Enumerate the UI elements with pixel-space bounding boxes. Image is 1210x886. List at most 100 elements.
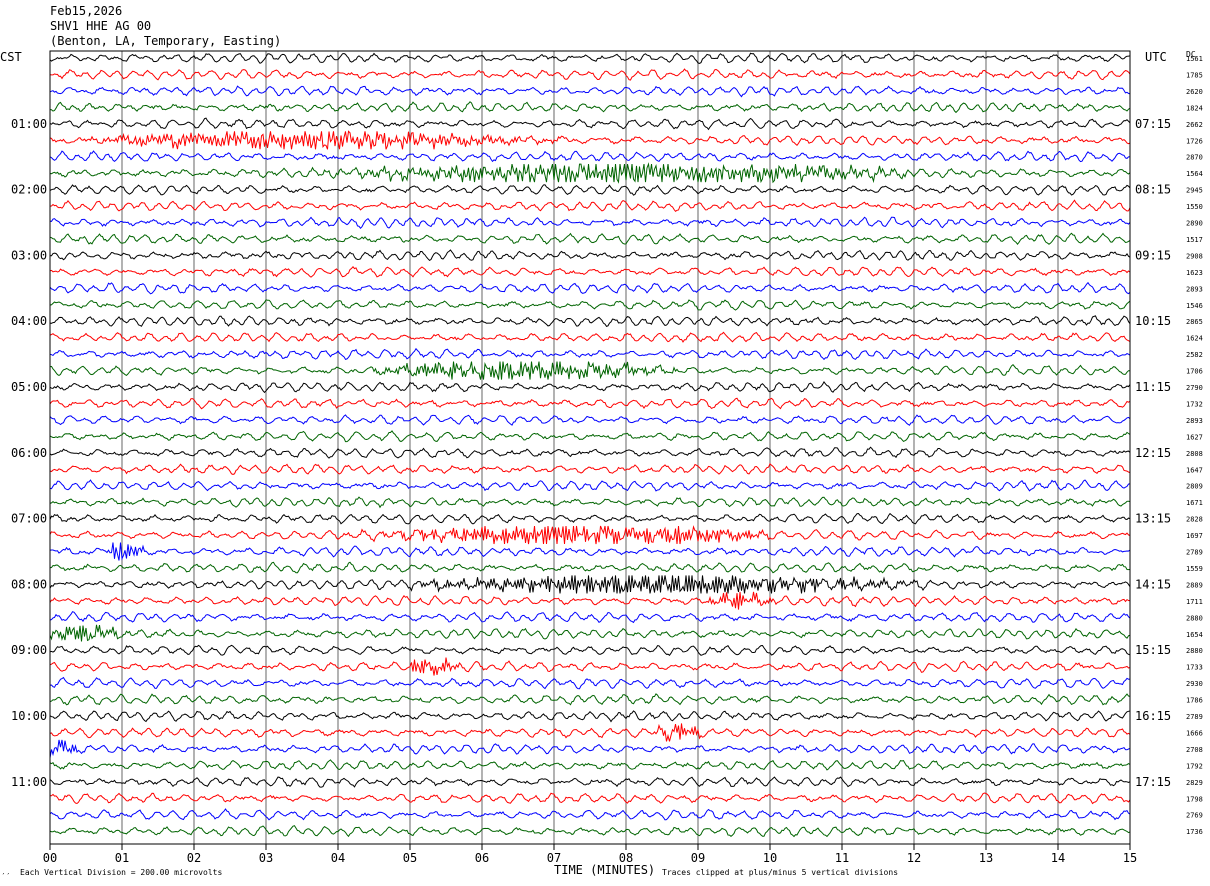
x-tick-label: 05	[403, 851, 417, 865]
dc-offset-label: 1786	[1186, 697, 1203, 705]
right-hour-label: 09:15	[1135, 248, 1171, 262]
x-tick-label: 07	[547, 851, 561, 865]
x-axis-title: TIME (MINUTES)	[554, 863, 655, 877]
dc-offset-label: 1798	[1186, 795, 1203, 803]
dc-offset-label: 1706	[1186, 368, 1203, 376]
left-timezone-label: CST	[0, 50, 22, 64]
trace-row	[49, 739, 1131, 758]
dc-offset-label: 2828	[1186, 516, 1203, 524]
trace-row	[49, 299, 1131, 311]
x-tick-label: 02	[187, 851, 201, 865]
trace-row	[49, 150, 1131, 163]
dc-offset-label: 2890	[1186, 220, 1203, 228]
dc-offset-label: 2880	[1186, 647, 1203, 655]
trace-row	[49, 591, 1131, 610]
dc-offset-label: 2829	[1186, 779, 1203, 787]
right-hour-label: 16:15	[1135, 709, 1171, 723]
dc-offset-label: 2662	[1186, 121, 1203, 129]
x-tick-label: 15	[1123, 851, 1137, 865]
dc-offset-label: 2789	[1186, 549, 1203, 557]
dc-offset-label: 2865	[1186, 318, 1203, 326]
trace-row	[49, 315, 1131, 328]
dc-offset-label: 2893	[1186, 417, 1203, 425]
trace-row	[49, 759, 1131, 771]
trace-row	[49, 512, 1131, 525]
x-tick-label: 04	[331, 851, 345, 865]
date-label: Feb15,2026	[50, 4, 123, 18]
dc-offset-label: 2930	[1186, 680, 1203, 688]
dc-offset-label: 1792	[1186, 762, 1203, 770]
trace-row	[49, 430, 1131, 443]
left-hour-label: 07:00	[11, 512, 47, 526]
right-hour-labels: 07:15 08:15 09:15 10:15 11:15 12:15 13:15 14:15…	[1135, 117, 1171, 789]
trace-row	[49, 347, 1131, 361]
trace-row	[49, 575, 1131, 594]
right-hour-label: 13:15	[1135, 512, 1171, 526]
dc-offset-label: 2880	[1186, 614, 1203, 622]
trace-row	[49, 52, 1131, 64]
trace-row	[49, 101, 1131, 114]
trace-row	[49, 462, 1131, 475]
dc-offset-label: 1824	[1186, 104, 1203, 112]
trace-row	[49, 723, 1131, 742]
trace-row	[49, 644, 1131, 657]
dc-offset-label: 2582	[1186, 351, 1203, 359]
trace-row	[49, 117, 1131, 131]
x-tick-label: 06	[475, 851, 489, 865]
dc-offset-label: 1517	[1186, 236, 1203, 244]
left-hour-label: 05:00	[11, 380, 47, 394]
dc-offset-label: 2908	[1186, 252, 1203, 260]
trace-row	[49, 624, 1131, 642]
trace-row	[49, 446, 1131, 459]
trace-row	[49, 693, 1131, 706]
right-hour-label: 17:15	[1135, 775, 1171, 789]
dc-offset-label: 2809	[1186, 483, 1203, 491]
right-hour-label: 15:15	[1135, 643, 1171, 657]
dc-offset-label: 2790	[1186, 384, 1203, 392]
footer-left-note: Each Vertical Division = 200.00 microvol…	[20, 868, 222, 877]
dc-offset-label: 1697	[1186, 532, 1203, 540]
dc-offset-label: 2870	[1186, 154, 1203, 162]
trace-row	[49, 561, 1131, 574]
trace-row	[50, 249, 1131, 262]
trace-row	[49, 184, 1131, 196]
dc-offset-label: 1624	[1186, 335, 1203, 343]
dc-offset-label: 2889	[1186, 581, 1203, 589]
dc-offset-label: 1627	[1186, 433, 1203, 441]
x-tick-label: 10	[763, 851, 777, 865]
trace-row	[49, 380, 1131, 394]
x-tick-label: 13	[979, 851, 993, 865]
trace-row	[49, 232, 1131, 246]
trace-row	[49, 281, 1131, 295]
trace-row	[49, 162, 1131, 184]
trace-row	[49, 397, 1131, 410]
trace-row	[49, 542, 1131, 561]
left-hour-label: 11:00	[11, 775, 47, 789]
x-tick-label: 12	[907, 851, 921, 865]
dc-offset-label: 2945	[1186, 187, 1203, 195]
dc-offset-label: 2620	[1186, 88, 1203, 96]
dc-offset-label: 1733	[1186, 664, 1203, 672]
dc-offset-label: 1564	[1186, 170, 1203, 178]
trace-row	[49, 266, 1131, 278]
dc-offset-label: 1666	[1186, 729, 1203, 737]
trace-row	[49, 216, 1131, 229]
dc-offset-label: 1654	[1186, 631, 1203, 639]
trace-row	[49, 710, 1131, 723]
trace-row	[49, 657, 1131, 676]
trace-row	[49, 496, 1131, 509]
footer-right-note: Traces clipped at plus/minus 5 vertical …	[662, 868, 898, 877]
right-hour-label: 07:15	[1135, 117, 1171, 131]
location-label: (Benton, LA, Temporary, Easting)	[50, 34, 282, 48]
left-hour-label: 09:00	[11, 643, 47, 657]
trace-row	[49, 68, 1131, 81]
trace-row	[49, 676, 1131, 690]
x-tick-label: 01	[115, 851, 129, 865]
trace-row	[49, 792, 1131, 805]
station-label: SHV1 HHE AG 00	[50, 19, 152, 33]
x-tick-label: 00	[43, 851, 57, 865]
trace-row	[49, 361, 1130, 380]
right-hour-label: 14:15	[1135, 577, 1171, 591]
x-tick-label: 03	[259, 851, 273, 865]
